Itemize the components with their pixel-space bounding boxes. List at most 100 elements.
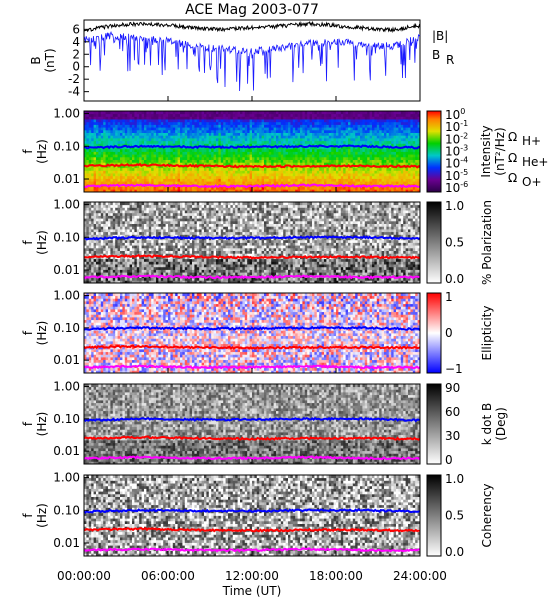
spectrogram-cell	[413, 168, 416, 171]
spectrogram-cell	[228, 173, 231, 176]
spectrogram-cell	[386, 135, 389, 138]
spectrogram-cell	[386, 187, 389, 190]
spectrogram-cell	[86, 226, 89, 229]
spectrogram-cell	[245, 154, 248, 157]
spectrogram-cell	[322, 160, 325, 163]
spectrogram-cell	[108, 245, 111, 248]
spectrogram-cell	[132, 125, 135, 128]
spectrogram-cell	[120, 267, 123, 270]
spectrogram-cell	[91, 125, 94, 128]
spectrogram-cell	[343, 133, 346, 136]
spectrogram-cell	[185, 170, 188, 173]
spectrogram-cell	[240, 125, 243, 128]
spectrogram-cell	[259, 181, 262, 184]
spectrogram-cell	[108, 232, 111, 235]
spectrogram-cell	[406, 162, 409, 165]
spectrogram-cell	[132, 251, 135, 254]
spectrogram-cell	[276, 122, 279, 125]
spectrogram-cell	[113, 261, 116, 264]
spectrogram-cell	[206, 130, 209, 133]
spectrogram-cell	[331, 135, 334, 138]
spectrogram-cell	[134, 264, 137, 267]
spectrogram-cell	[156, 157, 159, 160]
spectrogram-cell	[120, 157, 123, 160]
spectrogram-cell	[125, 138, 128, 141]
spectrogram-cell	[367, 125, 370, 128]
spectrogram-cell	[302, 173, 305, 176]
spectrogram-cell	[242, 130, 245, 133]
spectrogram-cell	[358, 138, 361, 141]
spectrogram-cell	[384, 160, 387, 163]
spectrogram-cell	[367, 157, 370, 160]
spectrogram-cell	[86, 114, 89, 117]
spectrogram-cell	[281, 122, 284, 125]
spectrogram-cell	[317, 149, 320, 152]
spectrogram-cell	[163, 130, 166, 133]
spectrogram-cell	[281, 138, 284, 141]
spectrogram-cell	[132, 205, 135, 208]
spectrogram-cell	[101, 205, 104, 208]
spectrogram-cell	[250, 135, 253, 138]
spectrogram-cell	[218, 168, 221, 171]
spectrogram-cell	[209, 114, 212, 117]
spectrogram-cell	[134, 187, 137, 190]
spectrogram-cell	[91, 259, 94, 262]
spectrogram-cell	[122, 181, 125, 184]
spectrogram-cell	[120, 127, 123, 130]
spectrogram-cell	[238, 154, 241, 157]
spectrogram-cell	[312, 149, 315, 152]
spectrogram-cell	[149, 170, 152, 173]
spectrogram-cell	[288, 152, 291, 155]
spectrogram-cell	[96, 205, 99, 208]
spectrogram-cell	[242, 133, 245, 136]
spectrogram-cell	[269, 157, 272, 160]
spectrogram-cell	[336, 160, 339, 163]
spectrogram-cell	[240, 114, 243, 117]
spectrogram-cell	[211, 173, 214, 176]
spectrogram-cell	[89, 243, 92, 246]
spectrogram-cell	[118, 179, 121, 182]
spectrogram-cell	[156, 154, 159, 157]
spectrogram-cell	[365, 135, 368, 138]
spectrogram-cell	[336, 168, 339, 171]
spectrogram-cell	[96, 264, 99, 267]
spectrogram-cell	[379, 176, 382, 179]
spectrogram-cell	[130, 141, 133, 144]
spectrogram-cell	[382, 160, 385, 163]
spectrogram-cell	[216, 173, 219, 176]
spectrogram-cell	[346, 138, 349, 141]
spectrogram-cell	[348, 179, 351, 182]
spectrogram-cell	[310, 114, 313, 117]
spectrogram-cell	[377, 141, 380, 144]
spectrogram-cell	[94, 133, 97, 136]
spectrogram-cell	[293, 168, 296, 171]
spectrogram-cell	[151, 173, 154, 176]
spectrogram-cell	[391, 176, 394, 179]
spectrogram-cell	[331, 133, 334, 136]
spectrogram-cell	[166, 127, 169, 130]
spectrogram-cell	[91, 205, 94, 208]
spectrogram-cell	[214, 122, 217, 125]
spectrogram-cell	[336, 135, 339, 138]
y-axis-label: f	[21, 149, 35, 154]
spectrogram-cell	[127, 226, 130, 229]
spectrogram-cell	[125, 264, 128, 267]
spectrogram-cell	[161, 157, 164, 160]
spectrogram-cell	[125, 130, 128, 133]
spectrogram-cell	[269, 173, 272, 176]
spectrogram-cell	[115, 272, 118, 275]
spectrogram-cell	[125, 114, 128, 117]
spectrogram-cell	[367, 138, 370, 141]
spectrogram-cell	[406, 149, 409, 152]
spectrogram-cell	[264, 170, 267, 173]
spectrogram-cell	[120, 168, 123, 171]
spectrogram-cell	[132, 261, 135, 264]
spectrogram-cell	[281, 133, 284, 136]
spectrogram-cell	[374, 127, 377, 130]
spectrogram-cell	[125, 270, 128, 273]
spectrogram-cell	[110, 152, 113, 155]
spectrogram-cell	[233, 173, 236, 176]
spectrogram-cell	[94, 261, 97, 264]
spectrogram-cell	[283, 130, 286, 133]
spectrogram-cell	[415, 125, 418, 128]
